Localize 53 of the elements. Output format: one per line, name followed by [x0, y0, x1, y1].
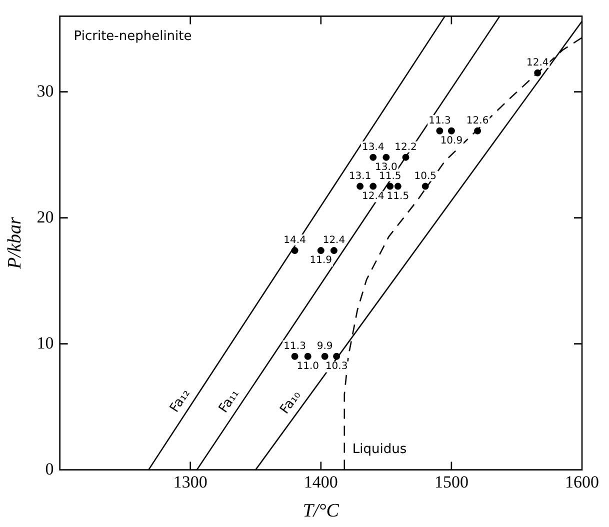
x-tick-label: 1500: [434, 472, 468, 492]
annotation: 11.0: [296, 360, 319, 372]
annotation: Picrite-nephelinite: [74, 29, 192, 44]
point: [330, 247, 338, 254]
annotation: 9.9: [316, 340, 333, 352]
annotation: 12.4: [322, 235, 346, 246]
point: [382, 154, 390, 161]
text: Fa₁₀: [277, 388, 304, 418]
x-axis-title: T/°C: [302, 500, 340, 522]
point: [291, 247, 298, 254]
text: Fa₁₁: [216, 386, 242, 416]
x-tick-label: 1300: [173, 472, 208, 492]
y-tick-label: 30: [36, 81, 54, 100]
point: [436, 127, 444, 134]
point: [474, 127, 482, 134]
point: [291, 352, 298, 360]
annotation: 10.3: [325, 360, 348, 372]
y-axis-title: P/kbar: [4, 216, 26, 270]
annotation: 14.4: [284, 235, 306, 246]
point: [386, 182, 394, 190]
annotation: 10.5: [414, 170, 436, 182]
point: [422, 182, 429, 190]
annotation: 11.9: [310, 255, 332, 266]
point: [333, 352, 340, 360]
point: [402, 154, 410, 161]
x-tick-label: 1400: [304, 472, 338, 492]
annotation: 12.2: [394, 142, 417, 153]
annotation: 13.0: [375, 162, 398, 173]
point: [448, 127, 455, 134]
y-tick-label: 20: [36, 207, 54, 226]
point: [356, 182, 364, 190]
point: [394, 182, 402, 190]
annotation: 13.4: [362, 142, 384, 153]
annotation: 11.3: [428, 115, 451, 126]
point: [534, 69, 542, 76]
y-tick-label: 10: [36, 333, 54, 352]
annotation: 11.3: [284, 340, 306, 352]
text: Fa₁₂: [167, 386, 194, 416]
annotation: 10.9: [440, 135, 463, 146]
point: [370, 154, 377, 161]
series-label: Liquidus: [352, 442, 407, 458]
point: [304, 352, 312, 360]
annotation: 12.6: [466, 115, 489, 126]
annotation: 11.5: [386, 190, 410, 202]
annotation: 11.5: [378, 170, 402, 182]
annotation: 13.1: [348, 170, 372, 182]
point: [370, 182, 377, 190]
point: [317, 247, 324, 254]
y-tick-label: 0: [45, 459, 54, 478]
annotation: 12.4: [362, 190, 384, 202]
x-tick-label: 1600: [565, 472, 599, 492]
point: [321, 352, 328, 360]
annotation: 12.4: [526, 57, 549, 68]
